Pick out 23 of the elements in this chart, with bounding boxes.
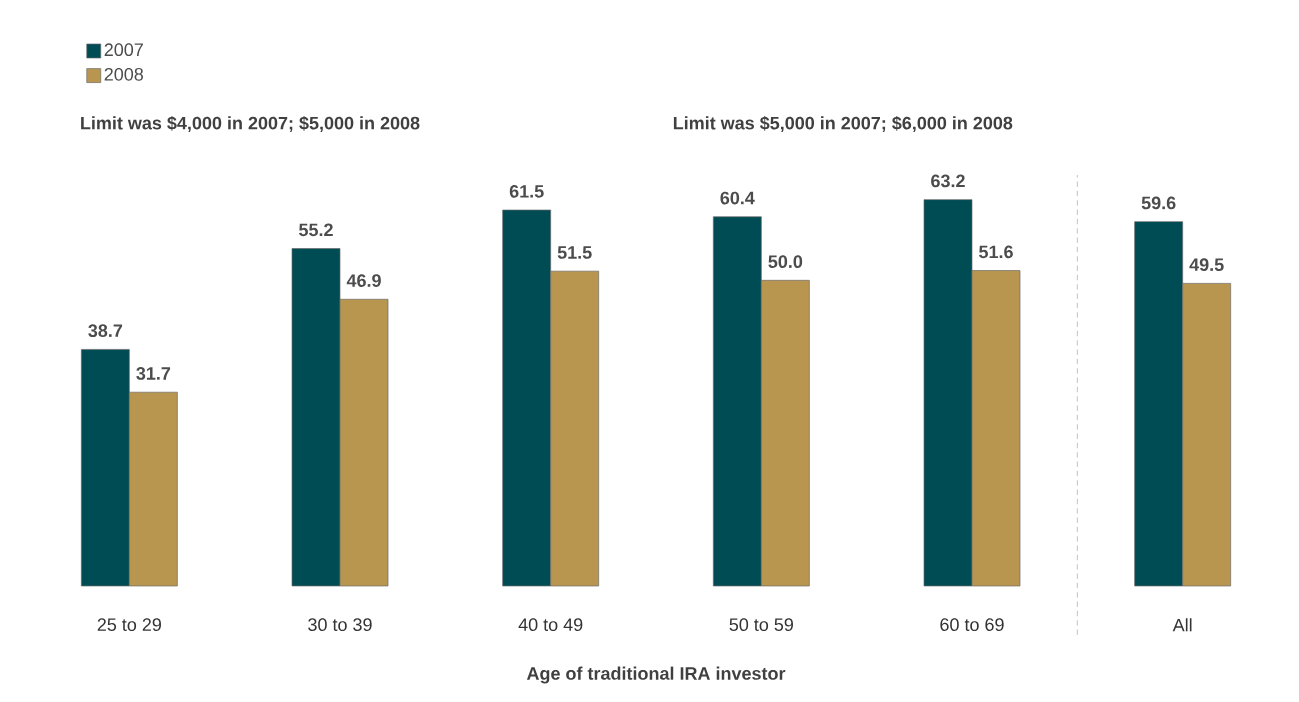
data-label: 55.2	[299, 223, 333, 237]
data-label: 46.9	[346, 274, 381, 287]
data-label: 63.2	[931, 174, 965, 188]
legend-label: 2008	[104, 67, 144, 81]
x-tick-label: All	[1172, 618, 1192, 632]
x-tick-label: 30 to 39	[308, 618, 372, 631]
data-label: 51.5	[557, 246, 592, 259]
text: Limit was $5,000 in 2007; $6,000 in 2008	[673, 115, 1013, 133]
x-tick-label: 25 to 29	[97, 618, 161, 631]
data-label: 60.4	[720, 191, 755, 205]
x-axis-title: Age of traditional IRA investor	[526, 666, 786, 684]
data-label: 49.5	[1189, 258, 1224, 272]
x-tick-label: 40 to 49	[518, 618, 583, 631]
legend-label: 2007	[104, 43, 143, 57]
data-label: 61.5	[509, 184, 544, 198]
x-tick-label: 50 to 59	[729, 618, 793, 631]
data-label: 59.6	[1141, 196, 1176, 210]
data-label: 38.7	[88, 324, 123, 338]
text: Limit was $4,000 in 2007; $5,000 in 2008	[81, 115, 420, 133]
data-label: 51.6	[979, 245, 1013, 259]
x-tick-label: 60 to 69	[940, 618, 1004, 631]
data-label: 50.0	[768, 255, 803, 268]
data-label: 31.7	[136, 367, 171, 380]
